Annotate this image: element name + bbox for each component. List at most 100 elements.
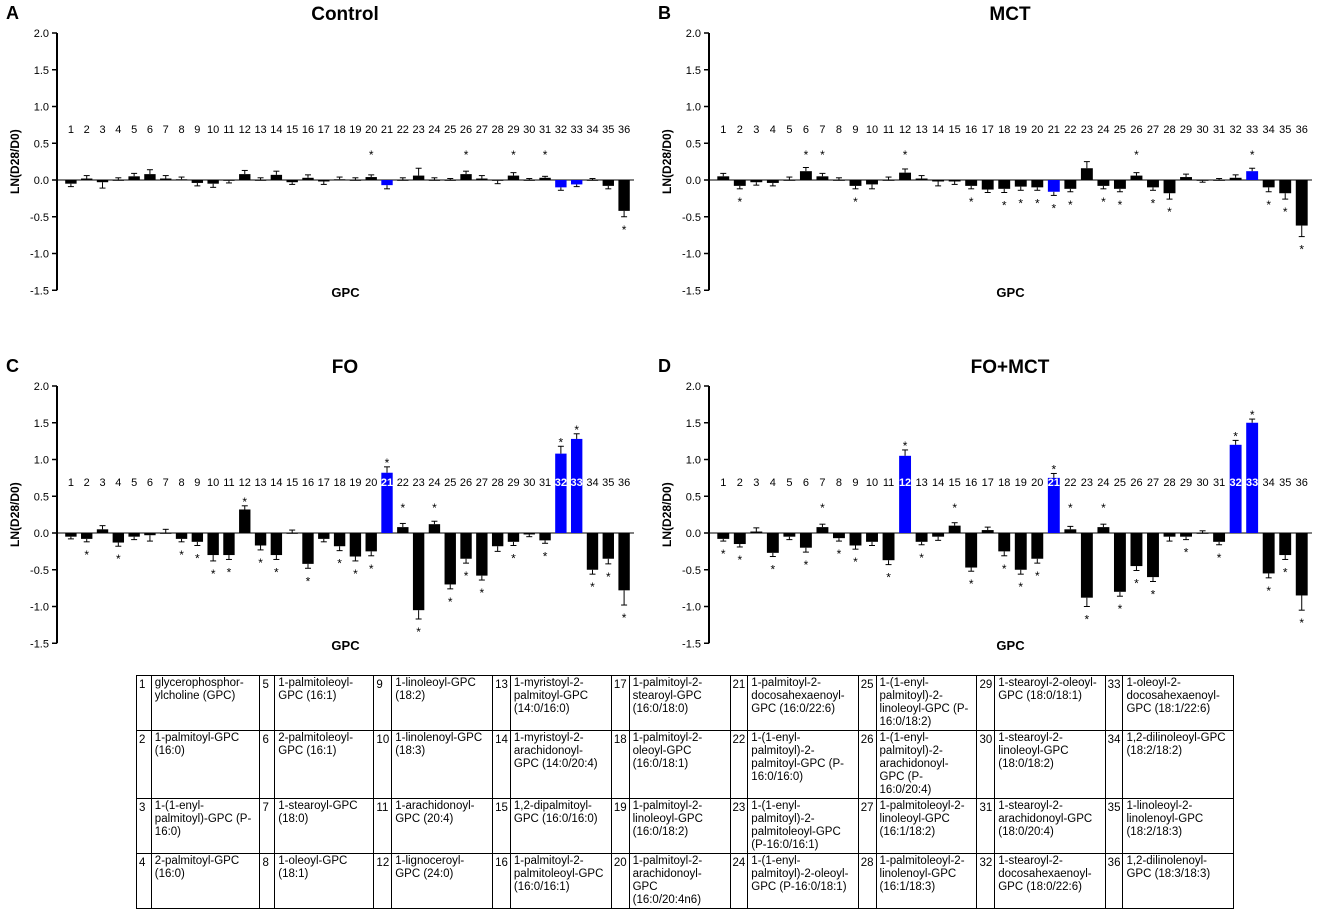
category-label: 31 <box>1213 124 1225 136</box>
y-axis-label: LN(D28/D0) <box>660 482 674 547</box>
bar <box>849 180 862 186</box>
significance-marker: * <box>1283 565 1288 579</box>
category-label: 24 <box>1097 477 1109 489</box>
category-label: 7 <box>819 124 825 136</box>
category-label: 14 <box>270 124 282 136</box>
bar <box>539 177 551 180</box>
category-label: 22 <box>397 124 409 136</box>
significance-marker: * <box>337 557 342 571</box>
significance-marker: * <box>1184 546 1189 560</box>
significance-marker: * <box>1035 569 1040 583</box>
bar <box>1163 180 1176 194</box>
y-tick-label: 1.5 <box>34 418 49 430</box>
bar <box>239 509 251 533</box>
category-label: 28 <box>1163 477 1175 489</box>
significance-marker: * <box>574 423 579 437</box>
category-label: 35 <box>602 124 614 136</box>
category-label: 9 <box>852 124 858 136</box>
category-label: 11 <box>883 477 894 489</box>
bar <box>1279 533 1292 556</box>
bar <box>128 533 140 537</box>
category-label: 13 <box>254 124 266 136</box>
bar <box>112 533 125 543</box>
bar <box>239 174 251 180</box>
bar <box>397 527 409 533</box>
significance-marker: * <box>369 148 374 162</box>
panel-letter: B <box>658 3 671 23</box>
bar <box>555 180 567 188</box>
significance-marker: * <box>737 195 742 209</box>
bar <box>1130 533 1143 567</box>
legend-compound: glycerophosphor-ylcholine (GPC) <box>150 675 261 731</box>
y-tick-label: 0.5 <box>34 491 49 503</box>
significance-marker: * <box>1151 196 1156 210</box>
bar <box>1113 533 1126 592</box>
category-label: 19 <box>349 477 361 489</box>
significance-marker: * <box>721 547 726 561</box>
category-label: 2 <box>84 477 90 489</box>
bar <box>1147 180 1159 188</box>
bar <box>1213 533 1226 542</box>
y-tick-label: -1.5 <box>682 285 701 297</box>
bar <box>96 180 109 183</box>
bar <box>318 533 330 539</box>
significance-marker: * <box>1068 501 1073 515</box>
legend-compound: 2-palmitoyl-GPC (16:0) <box>150 853 261 909</box>
y-tick-label: -0.5 <box>682 212 701 224</box>
bar <box>717 176 730 180</box>
bar <box>866 180 878 185</box>
legend-compound: 1-stearoyl-2-arachidonoyl-GPC (18:0/20:4… <box>994 798 1106 854</box>
bar <box>799 171 812 180</box>
legend-compound: 1-palmitoleoyl-2-linolenoyl-GPC (16:1/18… <box>875 853 978 909</box>
significance-marker: * <box>195 551 200 565</box>
legend-row: 2 1-palmitoyl-GPC (16:0) 6 2-palmitoleoyl-G… <box>136 730 1234 799</box>
bar <box>783 533 796 537</box>
category-label: 23 <box>413 477 425 489</box>
significance-marker: * <box>1002 198 1007 212</box>
bar <box>144 174 156 180</box>
category-label: 32 <box>1230 477 1242 489</box>
legend-compound: 1-(1-enyl-palmitoyl)-2-palmitoyl-GPC (P-… <box>747 730 859 799</box>
category-label: 9 <box>852 477 858 489</box>
category-label: 6 <box>147 477 153 489</box>
bar <box>1180 177 1192 180</box>
bar <box>365 533 377 552</box>
category-label: 2 <box>737 477 743 489</box>
y-tick-label: -1.0 <box>682 602 701 614</box>
category-label: 28 <box>492 477 504 489</box>
bar <box>849 533 862 546</box>
bar <box>899 172 912 180</box>
significance-marker: * <box>274 565 279 579</box>
y-tick-label: 0.5 <box>34 138 49 150</box>
bar <box>981 180 994 190</box>
category-label: 15 <box>286 477 298 489</box>
category-label: 20 <box>1031 124 1043 136</box>
significance-marker: * <box>1018 580 1023 594</box>
bar <box>1047 477 1060 533</box>
category-label: 8 <box>178 124 184 136</box>
significance-marker: * <box>448 595 453 609</box>
bar <box>523 533 535 535</box>
chart-panel-b: B MCT 2.0 1.5 1.0 0.5 0.0 -0.5 -1.0 -1.5 LN(D28/D0… <box>658 3 1312 300</box>
bar <box>750 531 763 533</box>
significance-marker: * <box>1151 588 1156 602</box>
significance-marker: * <box>1134 576 1139 590</box>
bar <box>570 438 583 533</box>
significance-marker: * <box>590 580 595 594</box>
category-label: 26 <box>1130 124 1142 136</box>
significance-marker: * <box>227 565 232 579</box>
legend-compound: 1-(1-enyl-palmitoyl)-2-palmitoleoyl-GPC … <box>747 798 859 854</box>
category-label: 1 <box>68 477 74 489</box>
chart-panel-d: D FO+MCT 2.0 1.5 1.0 0.5 0.0 -0.5 -1.0 -1.5 LN(D28… <box>658 356 1312 653</box>
bar <box>428 180 441 181</box>
bar <box>1196 533 1209 534</box>
legend-compound: 1-palmitoyl-2-palmitoleoyl-GPC (16:0/16:… <box>509 853 612 909</box>
bar <box>286 533 298 534</box>
y-tick-label: -1.5 <box>682 638 701 650</box>
legend-compound: 1-palmitoyl-2-docosahexaenoyl-GPC (16:0/… <box>747 675 859 731</box>
panel-title: FO <box>332 357 358 378</box>
legend-number: 21 <box>729 675 749 731</box>
significance-marker: * <box>804 148 809 162</box>
legend-number: 4 <box>136 853 152 909</box>
significance-marker: * <box>1299 616 1304 630</box>
